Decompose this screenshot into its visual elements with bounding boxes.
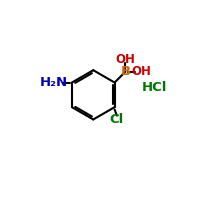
Text: H₂N: H₂N	[39, 76, 68, 89]
Text: HCl: HCl	[142, 81, 168, 94]
Text: Cl: Cl	[110, 113, 124, 126]
Text: OH: OH	[132, 65, 151, 78]
Text: OH: OH	[115, 53, 135, 66]
Text: B: B	[120, 65, 130, 78]
